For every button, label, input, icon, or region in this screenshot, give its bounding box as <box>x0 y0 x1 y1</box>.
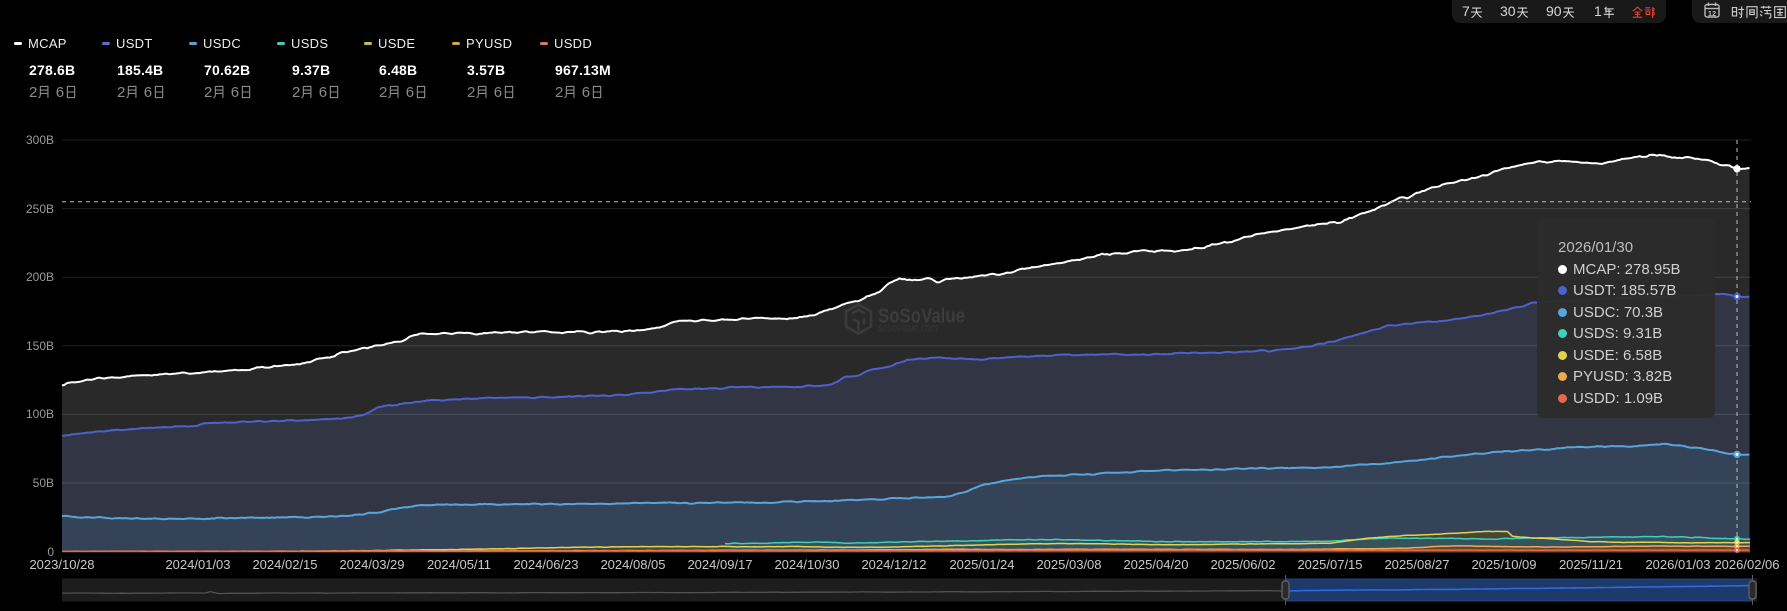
svg-text:12: 12 <box>1708 9 1716 18</box>
svg-text:sosovalue.com: sosovalue.com <box>878 321 938 335</box>
svg-text:SoSoValue: SoSoValue <box>878 306 965 328</box>
